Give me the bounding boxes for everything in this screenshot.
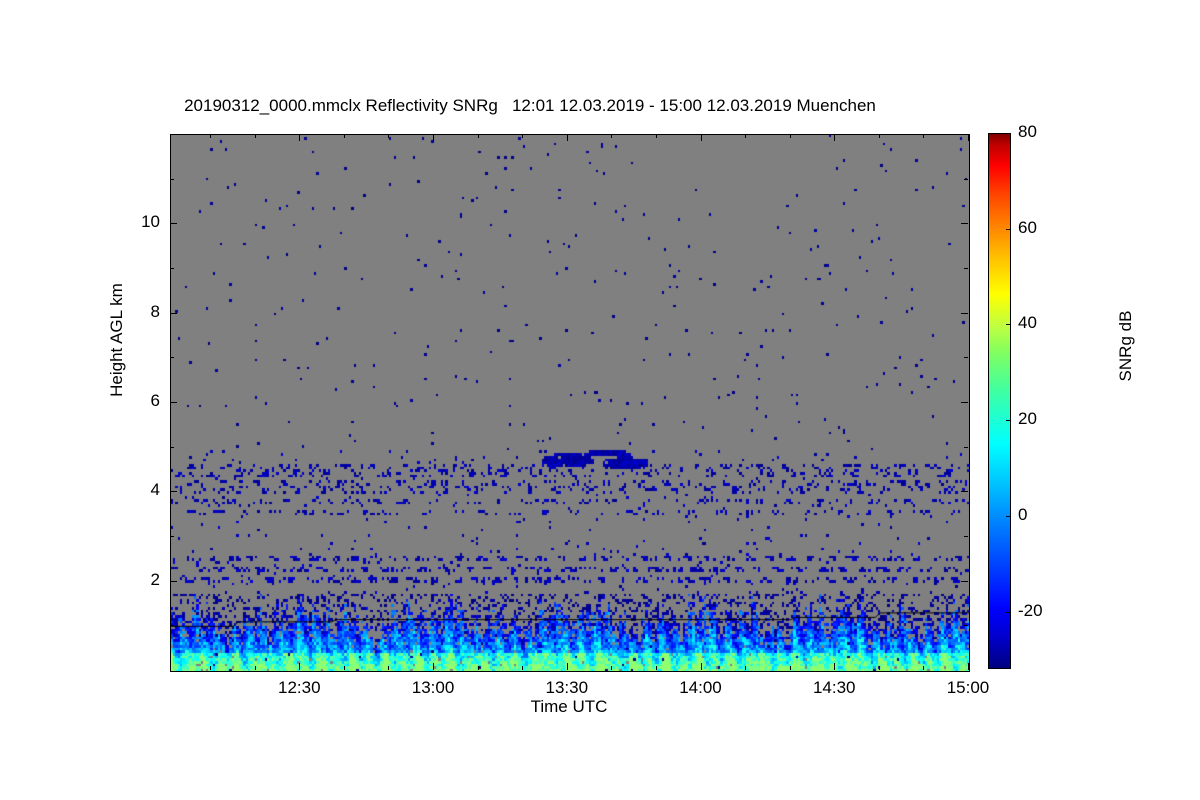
- x-axis-tick: [299, 134, 301, 141]
- x-axis-minor-tick: [655, 134, 657, 138]
- x-axis-tick: [968, 663, 969, 670]
- y-axis-minor-tick: [170, 357, 174, 359]
- y-axis-minor-tick: [964, 625, 968, 627]
- y-axis-tick: [961, 580, 968, 582]
- x-axis-minor-tick: [522, 666, 524, 670]
- y-axis-tick: [170, 223, 177, 225]
- y-axis-minor-tick: [964, 268, 968, 269]
- y-axis-minor-tick: [170, 536, 174, 537]
- x-axis-minor-tick: [878, 666, 880, 670]
- x-axis-minor-tick: [254, 134, 256, 138]
- x-axis-tick: [433, 663, 435, 670]
- reflectivity-heatmap: [171, 135, 969, 671]
- y-axis-tick-label: 2: [150, 569, 160, 589]
- x-axis-minor-tick: [923, 666, 925, 670]
- y-axis-tick-label: 8: [150, 301, 160, 321]
- colorbar-tick-label: -20: [1018, 600, 1043, 620]
- colorbar-gradient: [988, 133, 1011, 669]
- colorbar-tick: [1006, 228, 1011, 230]
- x-axis-tick-label: 13:30: [545, 678, 589, 697]
- colorbar-tick: [1006, 324, 1011, 326]
- x-axis-tick: [968, 134, 969, 141]
- y-axis-tick: [170, 491, 177, 493]
- x-axis-label: Time UTC: [530, 697, 608, 716]
- x-axis-minor-tick: [343, 666, 345, 670]
- y-axis-minor-tick: [964, 536, 968, 537]
- x-axis-tick: [299, 663, 301, 670]
- y-axis-tick: [961, 223, 968, 225]
- colorbar-tick: [1006, 611, 1011, 613]
- x-axis-minor-tick: [789, 134, 791, 138]
- colorbar-tick: [1006, 133, 1011, 134]
- x-axis-tick: [834, 134, 836, 141]
- x-axis-minor-tick: [655, 666, 657, 670]
- colorbar-tick-label: 20: [1018, 409, 1037, 429]
- y-axis-tick: [961, 491, 968, 493]
- x-axis-minor-tick: [745, 134, 747, 138]
- x-axis-tick: [834, 663, 836, 670]
- colorbar-tick: [1006, 420, 1011, 422]
- x-axis-tick: [700, 134, 702, 141]
- x-axis-minor-tick: [789, 666, 791, 670]
- x-axis-minor-tick: [388, 134, 390, 138]
- y-axis-label: Height AGL km: [107, 283, 126, 397]
- y-axis-minor-tick: [964, 446, 968, 448]
- x-axis-tick: [700, 663, 702, 670]
- y-axis-tick: [961, 402, 968, 403]
- y-axis-tick: [961, 312, 968, 314]
- y-axis-minor-tick: [170, 625, 174, 627]
- colorbar-tick-label: 0: [1018, 504, 1028, 524]
- y-axis-tick: [170, 402, 177, 403]
- colorbar-container: [988, 133, 1011, 669]
- x-axis-minor-tick: [745, 666, 747, 670]
- x-axis-minor-tick: [210, 134, 212, 138]
- x-axis-minor-tick: [923, 134, 925, 138]
- y-axis-tick: [170, 312, 177, 314]
- y-axis-tick-label: 10: [141, 212, 160, 232]
- colorbar-tick-label: 40: [1018, 313, 1037, 333]
- x-axis-tick: [566, 663, 568, 670]
- y-axis-tick-label: 4: [150, 480, 160, 500]
- y-axis-minor-tick: [964, 178, 968, 180]
- x-axis-tick-label: 15:00: [946, 678, 990, 697]
- x-axis-minor-tick: [210, 666, 212, 670]
- y-axis-minor-tick: [170, 178, 174, 180]
- y-axis-tick-label: 6: [150, 391, 160, 410]
- colorbar-label: SNRg dB: [1116, 310, 1135, 382]
- x-axis-minor-tick: [388, 666, 390, 670]
- y-axis-minor-tick: [170, 268, 174, 269]
- y-axis-minor-tick: [170, 446, 174, 448]
- plot-axes: [170, 134, 970, 672]
- x-axis-tick: [433, 134, 435, 141]
- colorbar-tick-label: 60: [1018, 217, 1037, 237]
- x-axis-minor-tick: [878, 134, 880, 138]
- y-axis-minor-tick: [964, 357, 968, 359]
- page-title: 20190312_0000.mmclx Reflectivity SNRg 12…: [184, 96, 876, 115]
- x-axis-minor-tick: [477, 666, 479, 670]
- x-axis-tick-label: 14:00: [679, 678, 722, 697]
- x-axis-minor-tick: [522, 134, 524, 138]
- x-axis-minor-tick: [343, 134, 345, 138]
- colorbar-tick: [1006, 515, 1011, 517]
- x-axis-tick-label: 12:30: [278, 678, 321, 697]
- x-axis-minor-tick: [611, 134, 613, 138]
- x-axis-minor-tick: [254, 666, 256, 670]
- x-axis-tick-label: 13:00: [411, 678, 455, 697]
- y-axis-tick: [170, 580, 177, 582]
- x-axis-minor-tick: [477, 134, 479, 138]
- x-axis-tick: [566, 134, 568, 141]
- x-axis-minor-tick: [611, 666, 613, 670]
- colorbar-tick-label: 80: [1018, 122, 1037, 141]
- x-axis-tick-label: 14:30: [812, 678, 856, 697]
